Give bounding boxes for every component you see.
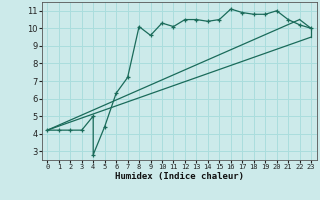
X-axis label: Humidex (Indice chaleur): Humidex (Indice chaleur) xyxy=(115,172,244,181)
